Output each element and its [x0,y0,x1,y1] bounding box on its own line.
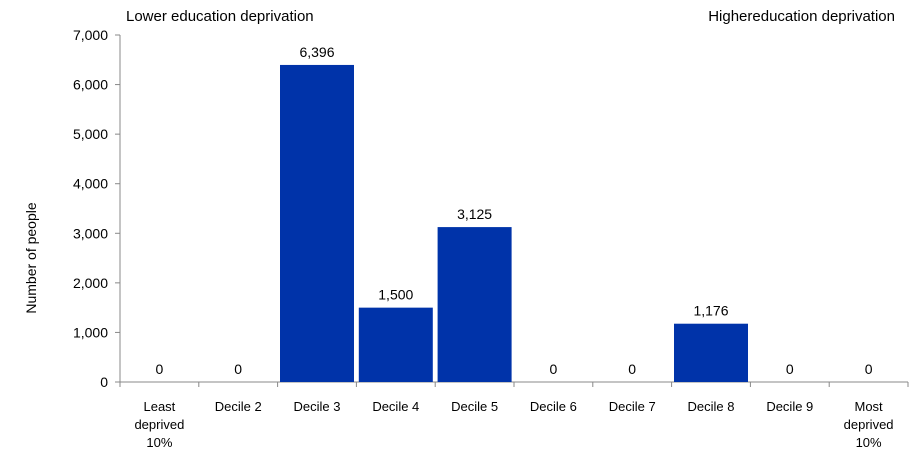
data-label: 0 [234,361,242,377]
bar [358,307,433,382]
data-label: 0 [786,361,794,377]
annotation-lower-deprivation: Lower education deprivation [126,8,314,25]
x-tick-label: Decile 8 [688,399,735,414]
x-tick-label: Least deprived 10% [134,399,184,450]
y-tick-label: 6,000 [73,77,108,93]
data-label: 0 [628,361,636,377]
x-tick-label: Decile 9 [766,399,813,414]
data-label: 0 [865,361,873,377]
x-tick-label: Decile 7 [609,399,656,414]
data-label: 0 [156,361,164,377]
data-labels: 0 0 6,396 1,500 3,125 0 0 1,176 0 0 [156,44,873,377]
data-label: 1,176 [693,303,728,319]
x-axis: Least deprived 10% Decile 2 Decile 3 Decile 4… [119,381,909,450]
y-axis: 0 1,000 2,000 3,000 4,000 5,000 6,000 7,000 [73,27,121,390]
y-tick-label: 4,000 [73,176,108,192]
data-label: 1,500 [378,287,413,303]
x-tick-label: Decile 6 [530,399,577,414]
bars [280,64,748,383]
x-tick-label: Most deprived 10% [844,399,894,450]
x-tick-label: Decile 2 [215,399,262,414]
y-tick-label: 3,000 [73,225,108,241]
x-tick-label: Decile 3 [294,399,341,414]
bar [437,227,512,382]
bar [674,323,748,382]
x-tick-label: Decile 4 [372,399,419,414]
y-tick-label: 7,000 [73,27,108,43]
y-tick-label: 2,000 [73,275,108,291]
y-tick-label: 1,000 [73,324,108,340]
y-tick-label: 5,000 [73,126,108,142]
y-axis-title: Number of people [23,202,39,314]
data-label: 0 [550,361,558,377]
data-label: 6,396 [299,44,334,60]
bar [280,64,354,383]
annotation-higher-deprivation: Highereducation deprivation [708,8,895,25]
y-tick-label: 0 [100,374,108,390]
x-tick-label: Decile 5 [451,399,498,414]
data-label: 3,125 [457,206,492,222]
